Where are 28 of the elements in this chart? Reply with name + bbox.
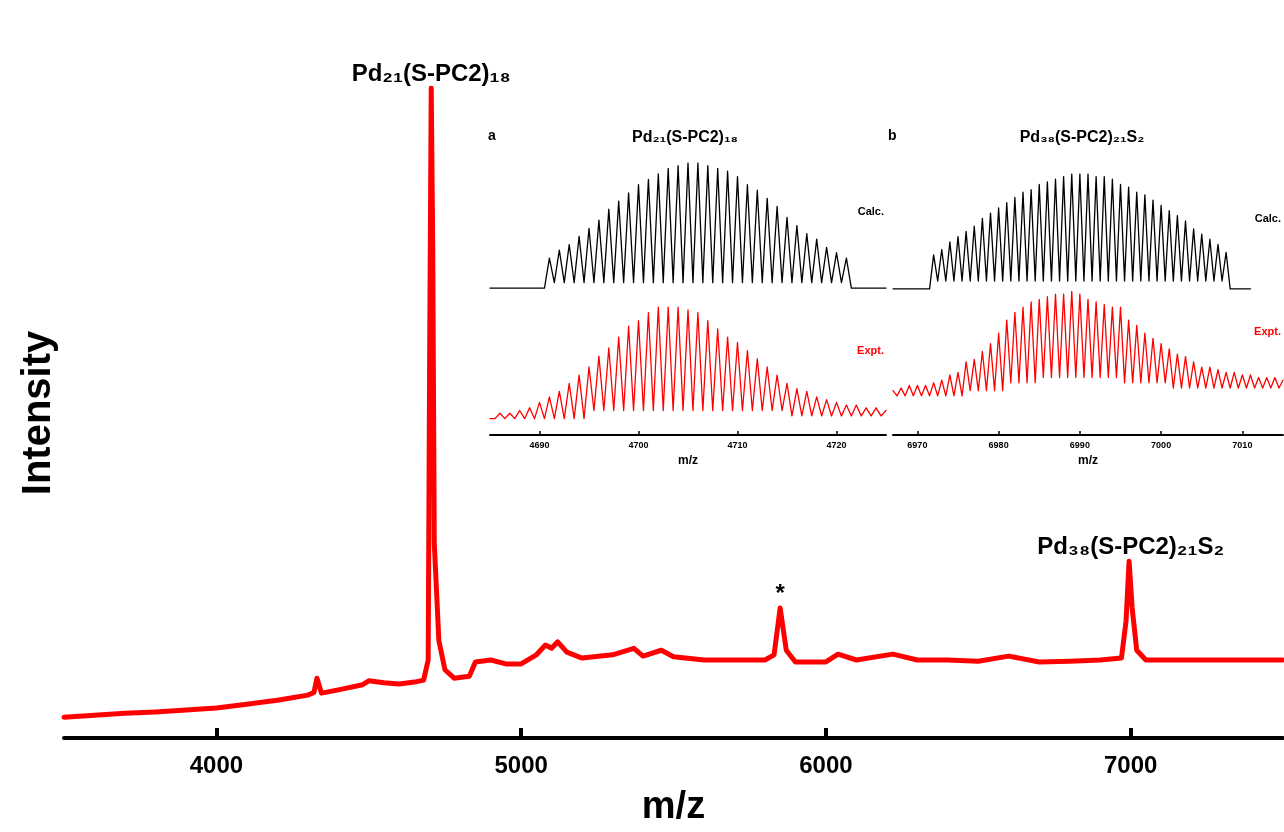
annotation: a bbox=[488, 127, 496, 143]
text: Expt. bbox=[857, 343, 884, 356]
x-axis-title: m/z bbox=[641, 784, 706, 826]
x-tick-label: 6970 bbox=[907, 439, 928, 450]
x-tick-label: 4000 bbox=[189, 750, 244, 778]
x-tick-label: 6990 bbox=[1069, 439, 1090, 450]
x-tick-label: 7000 bbox=[1103, 750, 1158, 778]
x-tick-label: 4710 bbox=[727, 439, 748, 450]
x-tick-label: 7010 bbox=[1232, 439, 1253, 450]
x-tick-label: 6980 bbox=[988, 439, 1009, 450]
annotation: b bbox=[888, 127, 897, 143]
chart-title: Pd₃₈(S-PC2)₂₁S₂ bbox=[1019, 127, 1145, 145]
annotation: * bbox=[775, 578, 786, 606]
x-tick-label: 4690 bbox=[529, 439, 550, 450]
text: Expt. bbox=[1254, 325, 1281, 338]
x-tick-label: 4720 bbox=[826, 439, 847, 450]
x-tick-label: 4700 bbox=[628, 439, 649, 450]
text: Calc. bbox=[1254, 211, 1281, 224]
x-tick-label: 5000 bbox=[494, 750, 548, 778]
y-axis-title: Intensity bbox=[14, 330, 58, 496]
x-tick-label: 6000 bbox=[799, 750, 853, 778]
x-axis-title: m/z bbox=[1077, 452, 1099, 467]
text: Calc. bbox=[857, 204, 884, 217]
annotation: Pd₂₁(S-PC2)₁₈ bbox=[351, 58, 511, 86]
x-axis-title: m/z bbox=[677, 452, 699, 467]
chart-title: Pd₂₁(S-PC2)₁₈ bbox=[631, 127, 739, 145]
x-tick-label: 7000 bbox=[1151, 439, 1172, 450]
annotation: Pd₃₈(S-PC2)₂₁S₂ bbox=[1037, 531, 1225, 559]
